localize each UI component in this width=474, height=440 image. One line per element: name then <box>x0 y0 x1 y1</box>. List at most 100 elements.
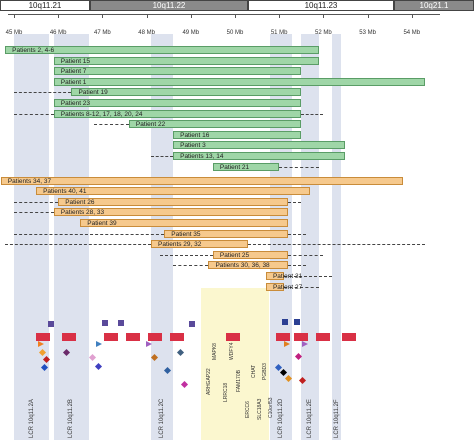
patient-deletion-bar: Patients 29, 32 <box>151 240 249 249</box>
axis-tick <box>367 14 369 18</box>
lcr-marker <box>36 333 50 341</box>
chromosome-band: 10q11.23 <box>248 0 394 11</box>
patient-deletion-bar: Patient 16 <box>173 130 302 139</box>
patient-deletion-bar: Patient 21 <box>212 162 280 171</box>
axis-tick-label: 48 Mb <box>138 30 155 36</box>
lcr-band-label: LCR 10q11.2F <box>333 399 340 438</box>
axis-tick-label: 53 Mb <box>359 30 376 36</box>
arrow-icon <box>284 341 290 347</box>
lcr-band-label: LCR 10q11.2C <box>159 398 166 438</box>
deletion-uncertainty-left <box>14 212 54 214</box>
deletion-uncertainty-left <box>151 156 174 157</box>
lcr-band-label: LCR 10q11.2D <box>278 398 285 438</box>
patient-deletion-bar: Patients 34, 37 <box>0 176 403 185</box>
gene-label: ARHGAP22 <box>206 368 212 395</box>
chromosome-band: 10q21.1 <box>394 0 474 11</box>
critical-region-highlight <box>201 288 269 440</box>
deletion-uncertainty-right <box>301 113 324 115</box>
patient-deletion-bar: Patients 30, 36, 38 <box>208 261 289 270</box>
axis-tick-label: 47 Mb <box>94 30 111 36</box>
axis-tick-label: 54 Mb <box>403 30 421 36</box>
patient-deletion-bar: Patient 39 <box>80 219 289 227</box>
patient-deletion-bar: Patient 23 <box>53 99 302 107</box>
lcr-marker <box>126 333 140 341</box>
deletion-uncertainty-right <box>288 201 302 203</box>
lcr-band <box>332 34 342 440</box>
patient-deletion-bar: Patient 19 <box>71 88 302 97</box>
patient-deletion-bar: Patient 1 <box>53 77 426 86</box>
deletion-uncertainty-right <box>248 244 426 246</box>
axis-tick-label: 49 Mb <box>182 30 200 36</box>
patient-deletion-bar: Patient 27 <box>265 282 302 291</box>
lcr-marker <box>226 333 240 341</box>
axis-tick <box>102 14 104 18</box>
patient-deletion-bar: Patients 40, 41 <box>36 187 311 196</box>
diamond-icon <box>94 362 103 371</box>
arrow-icon <box>38 341 44 347</box>
axis-tick-label: 45 Mb <box>5 30 23 36</box>
arrow-icon <box>96 341 102 347</box>
lcr-band <box>14 34 50 440</box>
deletion-uncertainty-left <box>93 124 129 126</box>
gene-label: ERCC6 <box>245 401 251 418</box>
axis-tick-label: 50 Mb <box>226 30 244 36</box>
deletion-uncertainty-right <box>288 254 324 256</box>
deletion-uncertainty-right <box>279 166 319 168</box>
square-icon <box>48 321 54 327</box>
lcr-band-label: LCR 10q11.2A <box>28 399 35 438</box>
patient-deletion-bar: Patient 26 <box>58 197 289 206</box>
diamond-icon <box>88 353 97 362</box>
arrow-icon <box>146 341 152 347</box>
axis-tick-label: 51 Mb <box>270 30 288 36</box>
lcr-marker <box>62 333 76 341</box>
chromosome-band: 10q11.22 <box>90 0 248 11</box>
patient-deletion-bar: Patient 31 <box>265 272 302 280</box>
gene-label: WDFY4 <box>229 342 235 361</box>
axis-tick <box>411 14 413 18</box>
square-icon <box>118 320 124 326</box>
deletion-uncertainty-left <box>14 92 72 94</box>
axis-tick <box>14 14 15 18</box>
patient-deletion-bar: Patients 13, 14 <box>173 152 346 160</box>
deletion-uncertainty-left <box>159 254 213 256</box>
axis-tick <box>58 14 60 18</box>
lcr-marker <box>170 333 184 341</box>
axis-tick <box>235 14 236 18</box>
patient-deletion-bar: Patients 8-12, 17, 18, 20, 24 <box>53 109 302 118</box>
arrow-icon <box>302 341 308 347</box>
lcr-marker <box>104 333 118 341</box>
square-icon <box>189 321 195 327</box>
deletion-uncertainty-left <box>14 201 59 203</box>
lcr-marker <box>276 333 290 341</box>
gene-label: CHAT <box>251 364 257 378</box>
gene-label: C10orf53 <box>268 397 274 418</box>
square-icon <box>102 320 108 326</box>
deletion-uncertainty-right <box>288 233 306 235</box>
deletion-uncertainty-right <box>283 286 319 288</box>
gene-label: LRRC18 <box>223 382 229 402</box>
axis-tick <box>146 14 148 18</box>
square-icon <box>294 319 300 325</box>
deletion-uncertainty-left <box>14 233 165 235</box>
gene-label: SLC18A3 <box>257 398 263 420</box>
deletion-uncertainty-left <box>173 265 209 267</box>
lcr-marker <box>342 333 356 341</box>
diamond-icon <box>180 380 189 389</box>
axis-line <box>8 14 440 15</box>
patient-deletion-bar: Patients 2, 4-6 <box>5 46 319 54</box>
deletion-uncertainty-right <box>288 265 306 267</box>
lcr-band-label: LCR 10q11.2E <box>307 399 314 438</box>
patient-deletion-bar: Patient 35 <box>164 229 289 238</box>
patient-deletion-bar: Patient 15 <box>53 56 319 65</box>
gene-label: FAM170B <box>236 370 242 392</box>
lcr-marker <box>316 333 330 341</box>
diamond-icon <box>176 348 185 357</box>
gene-label: MAPK8 <box>212 343 218 360</box>
deletion-uncertainty-left <box>5 244 152 246</box>
axis-tick <box>190 14 192 18</box>
lcr-marker <box>148 333 162 341</box>
patient-deletion-bar: Patient 7 <box>53 67 302 76</box>
axis-tick-label: 52 Mb <box>315 30 332 36</box>
lcr-band-label: LCR 10q11.2B <box>68 399 75 438</box>
